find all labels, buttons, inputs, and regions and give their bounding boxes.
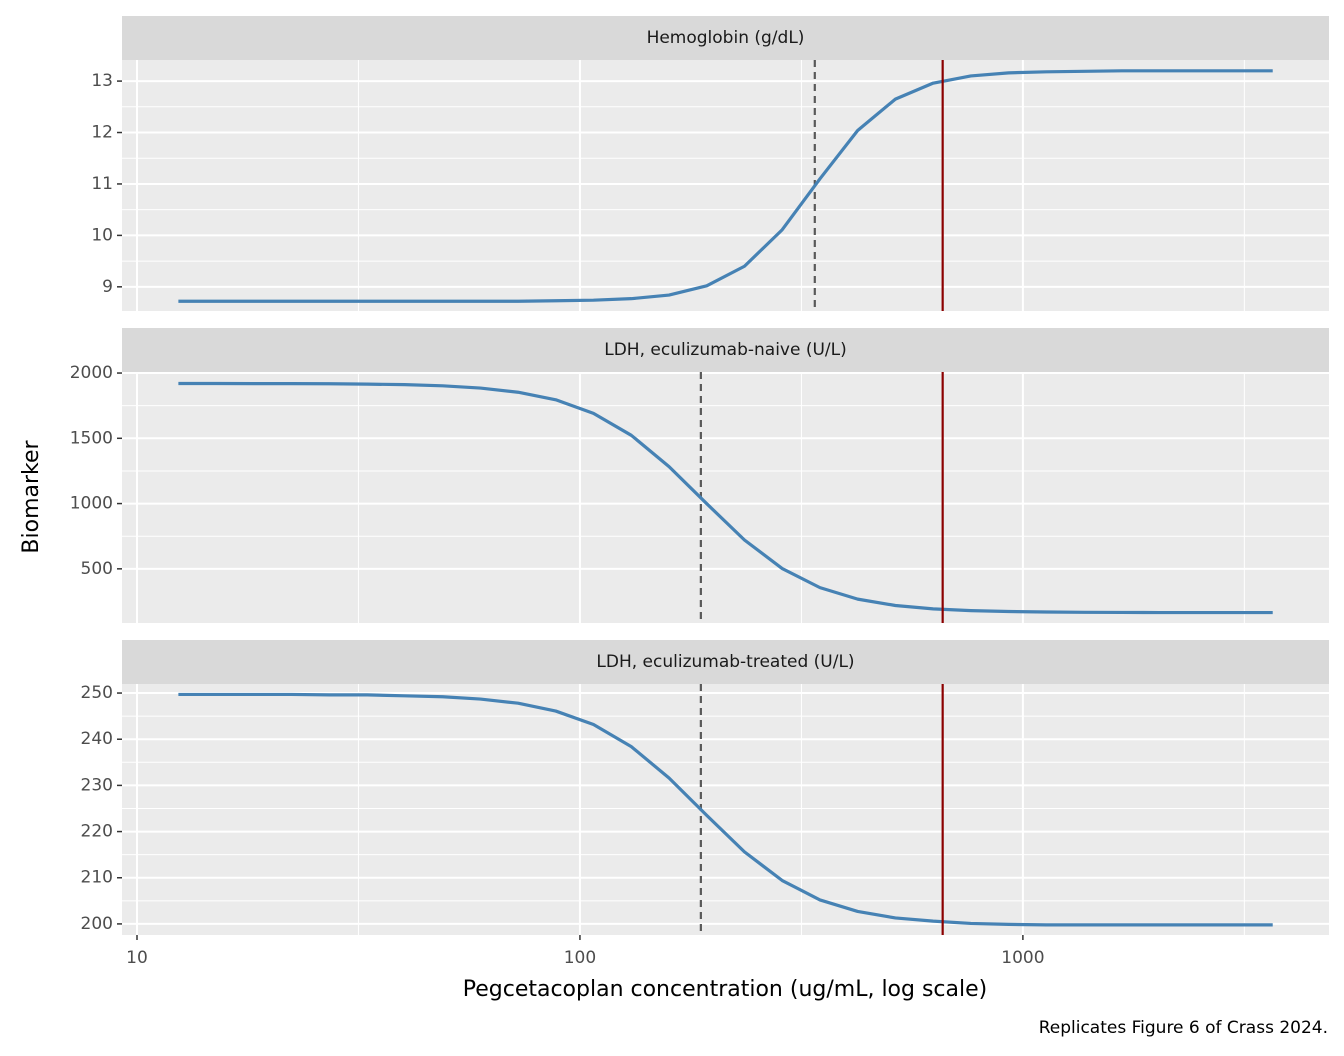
y-tick-label: 9 (102, 277, 113, 297)
y-tick-label: 1000 (70, 494, 113, 514)
y-tick-label: 11 (91, 174, 113, 194)
strip-background (122, 640, 1329, 684)
panel-background (122, 372, 1329, 623)
strip-background (122, 328, 1329, 372)
y-tick-label: 12 (91, 123, 113, 143)
y-tick-label: 13 (91, 71, 113, 91)
x-tick-label: 1000 (1001, 948, 1044, 968)
panel-background (122, 60, 1329, 311)
y-tick-label: 200 (81, 914, 113, 934)
y-tick-label: 500 (81, 559, 113, 579)
panel-background (122, 684, 1329, 935)
y-tick-label: 250 (81, 683, 113, 703)
data-line (178, 381, 1273, 615)
y-tick-label: 10 (91, 225, 113, 245)
strip-label: Hemoglobin (g/dL) (647, 28, 805, 48)
y-tick-label: 2000 (70, 363, 113, 383)
y-tick-label: 220 (81, 822, 113, 842)
y-tick-label: 230 (81, 775, 113, 795)
caption: Replicates Figure 6 of Crass 2024. (1039, 1018, 1328, 1038)
strip-background (122, 16, 1329, 60)
strip-label: LDH, eculizumab-naive (U/L) (604, 340, 847, 360)
y-tick-label: 210 (81, 868, 113, 888)
x-axis-title: Pegcetacoplan concentration (ug/mL, log … (463, 977, 988, 1002)
x-tick-label: 10 (126, 948, 148, 968)
y-axis-title: Biomarker (19, 439, 44, 553)
data-line (178, 692, 1273, 927)
strip-label: LDH, eculizumab-treated (U/L) (596, 652, 854, 672)
y-tick-label: 240 (81, 729, 113, 749)
x-tick-label: 100 (564, 948, 596, 968)
data-line (178, 69, 1273, 303)
y-tick-label: 1500 (70, 428, 113, 448)
